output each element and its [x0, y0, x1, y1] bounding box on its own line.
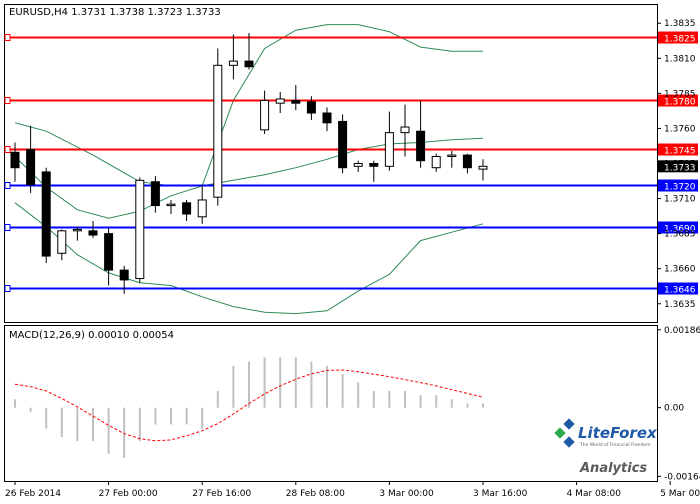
- current-price-text: 1.3733: [664, 163, 696, 173]
- price-axis-label: 1.3685: [664, 230, 696, 240]
- macd-title: MACD(12,26,9) 0.00010 0.00054: [9, 330, 174, 341]
- price-chart-title: EURUSD,H4 1.3731 1.3738 1.3723 1.3733: [9, 7, 221, 18]
- level-tag-text-1.3720: 1.3720: [664, 183, 696, 193]
- candle-body: [291, 99, 301, 104]
- price-panel: [4, 4, 658, 323]
- level-tag-text-1.3690: 1.3690: [664, 225, 696, 235]
- candle-body: [104, 233, 114, 271]
- level-marker-1.3780: [4, 97, 11, 104]
- candle-body: [447, 154, 457, 157]
- macd-panel: [4, 325, 658, 482]
- bollinger-lower-line: [14, 202, 484, 315]
- logo-brand: LiteForex: [578, 424, 658, 442]
- level-marker-1.3745: [4, 146, 11, 153]
- candle-body: [244, 60, 254, 68]
- macd-signal-line: [14, 369, 484, 442]
- price-layer: [4, 24, 657, 315]
- candle-body: [213, 64, 223, 198]
- axis-layer: 1.3825 1.3780 1.3745 1.3720 1.3690 1.3646 1.38…: [5, 19, 700, 499]
- candle-body: [26, 148, 36, 186]
- level-tag-text-1.3780: 1.3780: [664, 98, 696, 108]
- time-axis-label: 26 Feb 2014: [5, 489, 61, 499]
- candle-body: [72, 228, 82, 232]
- candle-body: [306, 101, 316, 114]
- price-axis-label: 1.3810: [664, 54, 696, 64]
- candle-body: [10, 151, 20, 169]
- logo-product: Analytics: [579, 461, 647, 476]
- price-axis-label: 1.3835: [664, 19, 696, 29]
- time-axis-label: 27 Feb 16:00: [192, 489, 251, 499]
- macd-axis-label: 0.00186: [664, 326, 700, 336]
- price-axis-label: 1.3785: [664, 89, 696, 99]
- candle-body: [369, 163, 379, 167]
- level-marker-1.3646: [4, 285, 11, 292]
- time-axis-label: 28 Feb 08:00: [286, 489, 345, 499]
- macd-layer: [14, 357, 484, 458]
- price-axis-label: 1.3660: [664, 265, 696, 275]
- candle-body: [119, 269, 129, 281]
- price-axis-label: 1.3710: [664, 195, 696, 205]
- time-axis-label: 5 Mar 00:00: [660, 489, 700, 499]
- candle-body: [400, 126, 410, 134]
- level-tag-1.3646: [658, 282, 698, 295]
- time-axis-label: 3 Mar 00:00: [379, 489, 434, 499]
- candle-body: [166, 203, 176, 207]
- candle-body: [384, 132, 394, 167]
- candle-body: [182, 202, 192, 215]
- candle-body: [275, 98, 285, 104]
- macd-axis-label: -0.00164: [664, 472, 700, 482]
- bollinger-upper-line: [14, 24, 483, 187]
- candle-body: [416, 130, 426, 162]
- level-tag-text-1.3825: 1.3825: [664, 35, 696, 45]
- candle-body: [260, 99, 270, 131]
- candle-body: [431, 155, 441, 169]
- current-price-tag: [658, 160, 698, 173]
- candle-body: [322, 112, 332, 124]
- price-axis-label: 1.3760: [664, 124, 696, 134]
- candle-body: [478, 165, 488, 170]
- candle-body: [135, 179, 145, 280]
- candle-body: [41, 171, 51, 257]
- candle-body: [57, 230, 67, 254]
- candle-body: [150, 181, 160, 207]
- logo-tagline: The World of Financial Freedom: [579, 442, 651, 448]
- candle-body: [228, 60, 238, 66]
- level-tag-1.3825: [658, 31, 698, 44]
- candle-body: [462, 154, 472, 169]
- level-tag-text-1.3646: 1.3646: [664, 286, 696, 296]
- level-marker-1.3690: [4, 224, 11, 231]
- level-marker-1.3825: [4, 34, 11, 41]
- time-axis-label: 3 Mar 16:00: [473, 489, 528, 499]
- level-marker-1.3720: [4, 182, 11, 189]
- candle-body: [197, 199, 207, 218]
- level-tag-1.3720: [658, 179, 698, 192]
- price-axis-label: 1.3635: [664, 300, 696, 310]
- level-tag-1.3690: [658, 221, 698, 234]
- candle-body: [353, 163, 363, 167]
- macd-axis-label: 0.00: [664, 404, 684, 414]
- candle-body: [338, 120, 348, 169]
- level-tag-text-1.3745: 1.3745: [664, 147, 696, 157]
- time-axis-label: 4 Mar 08:00: [567, 489, 622, 499]
- time-axis-label: 27 Feb 00:00: [99, 489, 158, 499]
- level-tag-1.3780: [658, 94, 698, 107]
- candle-body: [88, 230, 98, 236]
- level-tag-1.3745: [658, 143, 698, 156]
